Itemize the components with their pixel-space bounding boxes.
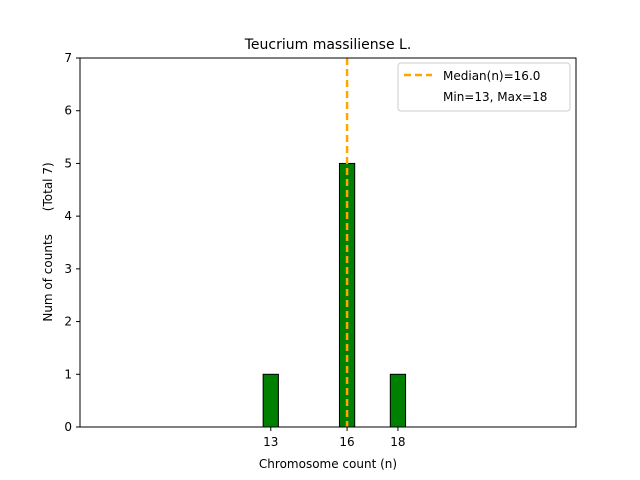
y-tick-label: 4 — [64, 209, 72, 223]
legend-entry-median: Median(n)=16.0 — [443, 69, 540, 83]
y-axis-ticks: 0 1 2 3 4 5 6 7 — [64, 51, 80, 434]
x-tick-label: 18 — [390, 435, 405, 449]
plot-frame — [79, 57, 577, 428]
bar — [389, 373, 407, 428]
x-axis-label: Chromosome count (n) — [259, 457, 397, 471]
y-tick-label: 0 — [64, 420, 72, 434]
y-tick-label: 1 — [64, 367, 72, 381]
y-tick-label: 3 — [64, 262, 72, 276]
y-axis-label: Num of counts (Total 7) — [41, 162, 55, 321]
legend-box — [397, 62, 571, 112]
x-tick-label: 13 — [263, 435, 278, 449]
y-tick-label: 7 — [64, 51, 72, 65]
plot-area — [80, 58, 576, 427]
x-tick-label: 16 — [339, 435, 354, 449]
x-axis-ticks: 13 16 18 — [263, 427, 406, 449]
y-tick-label: 5 — [64, 156, 72, 170]
legend-entry-range: Min=13, Max=18 — [443, 90, 547, 104]
y-tick-label: 6 — [64, 104, 72, 118]
bar — [262, 373, 279, 428]
y-tick-label: 2 — [64, 315, 72, 329]
chart-title: Teucrium massiliense L. — [244, 37, 412, 53]
legend: Median(n)=16.0 Min=13, Max=18 — [397, 62, 571, 112]
